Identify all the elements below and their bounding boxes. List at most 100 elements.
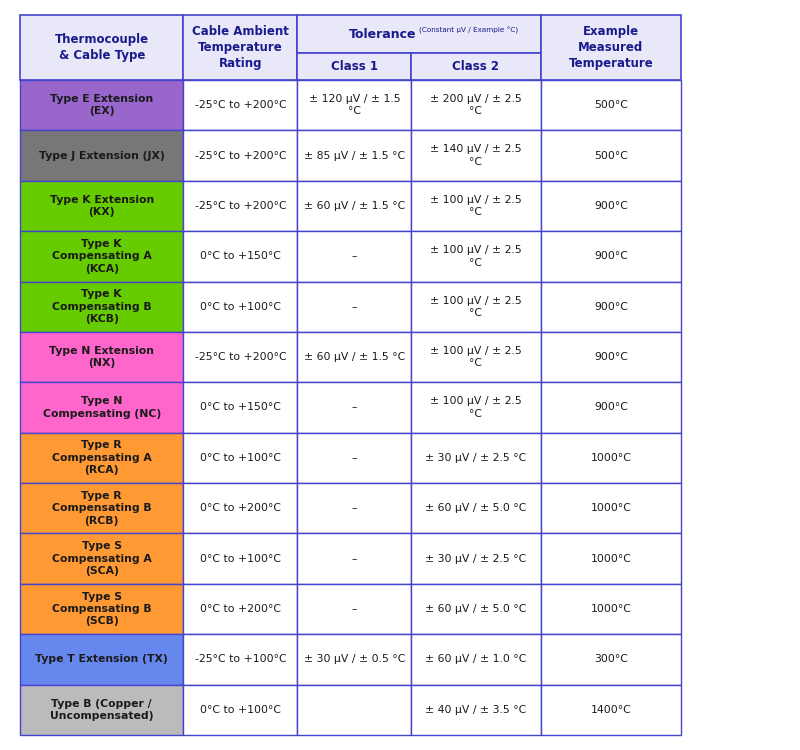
Text: ± 60 μV / ± 1.5 °C: ± 60 μV / ± 1.5 °C — [304, 352, 405, 362]
Bar — [298, 332, 411, 382]
Bar — [411, 231, 541, 281]
Bar — [20, 15, 183, 80]
Bar — [298, 53, 411, 80]
Bar — [20, 483, 183, 533]
Text: Class 2: Class 2 — [453, 60, 499, 73]
Text: ± 100 μV / ± 2.5
°C: ± 100 μV / ± 2.5 °C — [430, 396, 522, 418]
Text: ± 100 μV / ± 2.5
°C: ± 100 μV / ± 2.5 °C — [430, 195, 522, 217]
Text: Type S
Compensating B
(SCB): Type S Compensating B (SCB) — [52, 592, 151, 626]
Bar — [20, 281, 183, 332]
Bar — [183, 433, 298, 483]
Text: 0°C to +100°C: 0°C to +100°C — [200, 302, 281, 312]
Text: ± 40 μV / ± 3.5 °C: ± 40 μV / ± 3.5 °C — [426, 705, 526, 715]
Text: ± 120 μV / ± 1.5
°C: ± 120 μV / ± 1.5 °C — [309, 94, 400, 116]
Bar — [411, 281, 541, 332]
Text: –: – — [352, 604, 357, 614]
Text: 900°C: 900°C — [594, 403, 628, 412]
Bar — [20, 634, 183, 685]
Text: Thermocouple
& Cable Type: Thermocouple & Cable Type — [54, 33, 149, 62]
Bar — [298, 483, 411, 533]
Text: ± 100 μV / ± 2.5
°C: ± 100 μV / ± 2.5 °C — [430, 346, 522, 368]
Bar — [411, 483, 541, 533]
Text: 1000°C: 1000°C — [590, 503, 631, 513]
Bar — [20, 130, 183, 181]
Bar — [298, 533, 411, 584]
Text: 0°C to +150°C: 0°C to +150°C — [200, 251, 281, 261]
Bar — [541, 382, 682, 433]
Bar — [411, 685, 541, 735]
Bar — [298, 634, 411, 685]
Bar — [541, 634, 682, 685]
Text: 500°C: 500°C — [594, 100, 628, 110]
Bar — [411, 80, 541, 130]
Text: 0°C to +100°C: 0°C to +100°C — [200, 554, 281, 564]
Bar — [183, 584, 298, 634]
Text: -25°C to +200°C: -25°C to +200°C — [194, 151, 286, 160]
Bar — [183, 332, 298, 382]
Text: ± 60 μV / ± 1.0 °C: ± 60 μV / ± 1.0 °C — [426, 655, 526, 664]
Text: 0°C to +100°C: 0°C to +100°C — [200, 705, 281, 715]
Text: Type N Extension
(NX): Type N Extension (NX) — [50, 346, 154, 368]
Text: Type R
Compensating A
(RCA): Type R Compensating A (RCA) — [52, 440, 151, 476]
Bar — [298, 181, 411, 231]
Bar — [183, 231, 298, 281]
Text: ± 85 μV / ± 1.5 °C: ± 85 μV / ± 1.5 °C — [304, 151, 405, 160]
Bar — [541, 584, 682, 634]
Bar — [541, 80, 682, 130]
Bar — [411, 53, 541, 80]
Text: Type T Extension (TX): Type T Extension (TX) — [35, 655, 168, 664]
Bar — [411, 130, 541, 181]
Bar — [541, 483, 682, 533]
Text: Cable Ambient
Temperature
Rating: Cable Ambient Temperature Rating — [192, 25, 289, 70]
Text: ± 30 μV / ± 0.5 °C: ± 30 μV / ± 0.5 °C — [304, 655, 405, 664]
Bar — [541, 231, 682, 281]
Bar — [20, 80, 183, 130]
Text: Type R
Compensating B
(RCB): Type R Compensating B (RCB) — [52, 490, 151, 526]
Bar — [183, 281, 298, 332]
Bar — [298, 584, 411, 634]
Text: Type S
Compensating A
(SCA): Type S Compensating A (SCA) — [52, 542, 151, 576]
Bar — [183, 181, 298, 231]
Text: 900°C: 900°C — [594, 251, 628, 261]
Text: ± 140 μV / ± 2.5
°C: ± 140 μV / ± 2.5 °C — [430, 145, 522, 166]
Bar — [411, 533, 541, 584]
Bar — [20, 332, 183, 382]
Text: –: – — [352, 554, 357, 564]
Bar — [20, 533, 183, 584]
Text: Example
Measured
Temperature: Example Measured Temperature — [569, 25, 654, 70]
Bar — [541, 685, 682, 735]
Text: ± 100 μV / ± 2.5
°C: ± 100 μV / ± 2.5 °C — [430, 296, 522, 318]
Bar — [298, 382, 411, 433]
Text: –: – — [352, 403, 357, 412]
Text: ± 60 μV / ± 1.5 °C: ± 60 μV / ± 1.5 °C — [304, 201, 405, 211]
Bar — [411, 382, 541, 433]
Bar — [298, 685, 411, 735]
Text: 1000°C: 1000°C — [590, 453, 631, 463]
Bar — [541, 281, 682, 332]
Bar — [541, 130, 682, 181]
Bar — [298, 281, 411, 332]
Text: ± 30 μV / ± 2.5 °C: ± 30 μV / ± 2.5 °C — [426, 554, 526, 564]
Bar — [411, 433, 541, 483]
Text: 500°C: 500°C — [594, 151, 628, 160]
Bar — [183, 382, 298, 433]
Text: Type K
Compensating B
(KCB): Type K Compensating B (KCB) — [52, 290, 151, 324]
Bar — [298, 231, 411, 281]
Bar — [183, 483, 298, 533]
Bar — [183, 80, 298, 130]
Text: 0°C to +200°C: 0°C to +200°C — [200, 503, 281, 513]
Bar — [541, 332, 682, 382]
Bar — [20, 685, 183, 735]
Bar — [298, 15, 541, 53]
Bar — [541, 15, 682, 80]
Bar — [541, 533, 682, 584]
Bar — [298, 80, 411, 130]
Text: Type N
Compensating (NC): Type N Compensating (NC) — [42, 396, 161, 418]
Text: –: – — [352, 503, 357, 513]
Bar — [183, 130, 298, 181]
Text: -25°C to +200°C: -25°C to +200°C — [194, 100, 286, 110]
Bar — [20, 584, 183, 634]
Bar — [541, 181, 682, 231]
Text: Class 1: Class 1 — [331, 60, 378, 73]
Text: Tolerance: Tolerance — [349, 28, 416, 40]
